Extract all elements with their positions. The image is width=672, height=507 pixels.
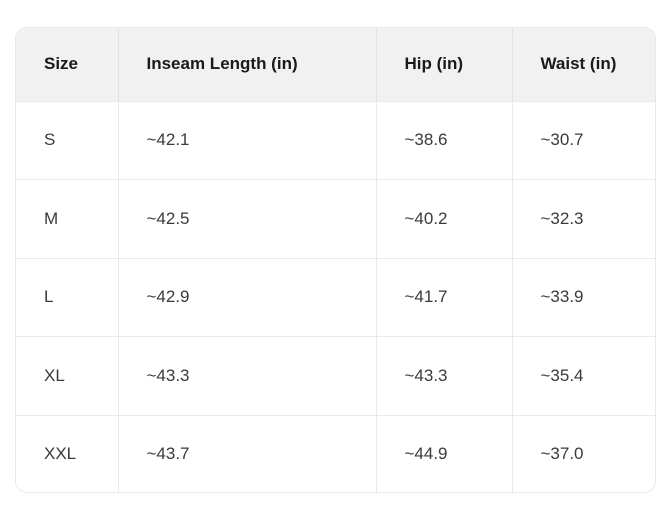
cell-inseam: ~43.3 [118, 336, 377, 416]
table-row: M ~42.5 ~40.2 ~32.3 [16, 179, 655, 259]
header-cell-inseam: Inseam Length (in) [118, 28, 377, 102]
table-row: XXL ~43.7 ~44.9 ~37.0 [16, 415, 655, 492]
table-row: XL ~43.3 ~43.3 ~35.4 [16, 336, 655, 416]
cell-waist: ~30.7 [512, 101, 655, 181]
cell-hip: ~43.3 [376, 336, 513, 416]
table-body: S ~42.1 ~38.6 ~30.7 M ~42.5 ~40.2 ~32.3 … [16, 101, 655, 492]
header-cell-hip: Hip (in) [376, 28, 513, 102]
size-chart: Size Inseam Length (in) Hip (in) Waist (… [16, 28, 655, 492]
header-cell-size: Size [16, 28, 119, 102]
cell-hip: ~40.2 [376, 179, 513, 259]
cell-size: XXL [16, 415, 119, 492]
cell-size: XL [16, 336, 119, 416]
cell-size: L [16, 258, 119, 338]
cell-waist: ~35.4 [512, 336, 655, 416]
cell-size: M [16, 179, 119, 259]
table-row: S ~42.1 ~38.6 ~30.7 [16, 101, 655, 181]
header-row: Size Inseam Length (in) Hip (in) Waist (… [16, 28, 655, 102]
table-row: L ~42.9 ~41.7 ~33.9 [16, 258, 655, 338]
cell-inseam: ~43.7 [118, 415, 377, 492]
cell-inseam: ~42.9 [118, 258, 377, 338]
cell-waist: ~32.3 [512, 179, 655, 259]
cell-size: S [16, 101, 119, 181]
cell-hip: ~41.7 [376, 258, 513, 338]
cell-hip: ~38.6 [376, 101, 513, 181]
cell-inseam: ~42.5 [118, 179, 377, 259]
cell-inseam: ~42.1 [118, 101, 377, 181]
cell-hip: ~44.9 [376, 415, 513, 492]
table-header: Size Inseam Length (in) Hip (in) Waist (… [16, 28, 655, 102]
cell-waist: ~33.9 [512, 258, 655, 338]
size-chart-table: Size Inseam Length (in) Hip (in) Waist (… [15, 27, 656, 493]
cell-waist: ~37.0 [512, 415, 655, 492]
header-cell-waist: Waist (in) [512, 28, 655, 102]
